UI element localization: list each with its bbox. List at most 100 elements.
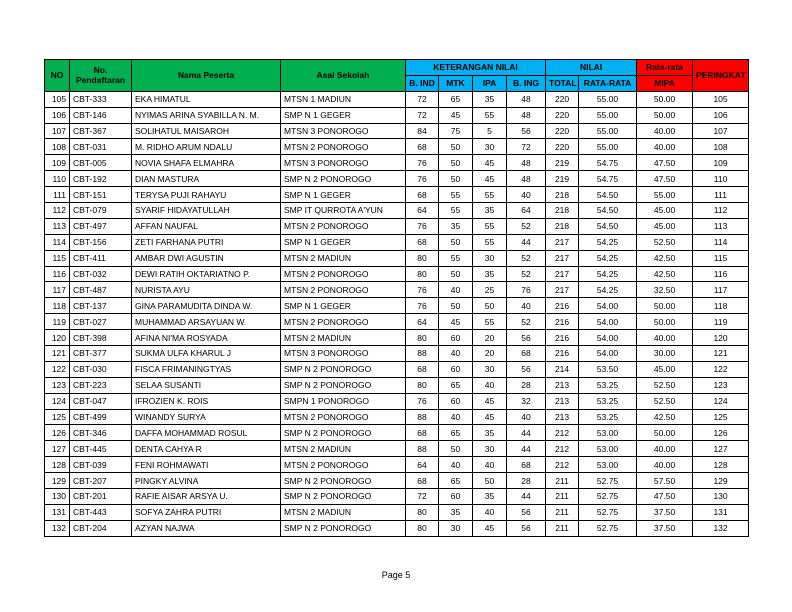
table-cell: 35: [438, 217, 473, 235]
table-row: 107 CBT-367 SOLIHATUL MAISAROH MTSN 3 PONOR…: [44, 122, 750, 140]
table-cell: 115: [692, 249, 750, 267]
table-cell: 68: [405, 424, 439, 442]
table-cell: SYARIF HIDAYATULLAH: [131, 202, 281, 219]
table-cell: 42.50: [636, 265, 694, 283]
table-cell: 52.50: [636, 233, 694, 251]
table-cell: 57.50: [636, 472, 694, 490]
table-cell: 56: [505, 519, 547, 537]
table-row: 131 CBT-443 SOFYA ZAHRA PUTRI MTSN 2 MADIUN…: [44, 503, 750, 521]
table-cell: 55: [472, 106, 507, 124]
table-cell: 119: [44, 313, 70, 331]
header-cell: Rata-rata: [636, 59, 694, 76]
table-cell: 105: [44, 90, 70, 108]
table-cell: 80: [405, 249, 439, 267]
table-cell: 121: [44, 345, 70, 362]
table-cell: 116: [44, 265, 70, 283]
table-cell: 53.25: [578, 408, 638, 426]
table-cell: 127: [44, 440, 70, 458]
table-cell: 126: [692, 424, 750, 442]
table-cell: 114: [44, 233, 70, 251]
table-cell: SMPN 1 PONOROGO: [280, 392, 406, 410]
table-cell: 53.25: [578, 392, 638, 410]
table-cell: 30: [438, 519, 473, 537]
table-cell: MTSN 2 PONOROGO: [280, 456, 406, 474]
table-cell: 40: [472, 503, 507, 521]
page-number: Page 5: [381, 570, 411, 580]
table-cell: 68: [505, 345, 547, 362]
table-cell: 55: [472, 186, 507, 204]
table-cell: 52: [505, 217, 547, 235]
header-cell: Asal Sekolah: [280, 59, 406, 92]
header-cell: KETERANGAN NILAI: [404, 59, 547, 76]
table-cell: 125: [44, 408, 70, 426]
table-cell: 54.25: [578, 281, 638, 299]
table-cell: 122: [44, 360, 70, 378]
table-row: 112 CBT-079 SYARIF HIDAYATULLAH SMP IT QURR…: [44, 202, 750, 219]
table-cell: ZETI FARHANA PUTRI: [131, 233, 281, 251]
table-row: 105 CBT-333 EKA HIMATUL MTSN 1 MADIUN 72 65 35…: [44, 90, 750, 108]
table-cell: 32: [505, 392, 547, 410]
table-cell: 40.00: [636, 138, 694, 156]
table-cell: 47.50: [636, 488, 694, 505]
table-cell: 55: [472, 233, 507, 251]
table-cell: 44: [505, 488, 547, 505]
table-cell: MUHAMMAD ARSAYUAN W.: [131, 313, 281, 331]
table-cell: 54.00: [578, 297, 638, 315]
table-cell: 55.00: [578, 106, 638, 124]
table-cell: 220: [545, 122, 580, 140]
table-cell: 40: [505, 408, 547, 426]
table-cell: 217: [545, 249, 580, 267]
table-cell: 48: [505, 170, 547, 188]
table-cell: CBT-398: [69, 329, 132, 347]
table-cell: 105: [692, 90, 750, 108]
table-cell: RAFIE AISAR ARSYA U.: [131, 488, 281, 505]
table-cell: SMP N 2 PONOROGO: [280, 488, 406, 505]
table-cell: 56: [505, 503, 547, 521]
table-cell: 214: [545, 360, 580, 378]
table-cell: 56: [505, 360, 547, 378]
table-cell: 40: [438, 456, 473, 474]
table-cell: 40: [472, 376, 507, 394]
table-cell: 108: [692, 138, 750, 156]
table-cell: 72: [405, 90, 439, 108]
table-cell: 64: [405, 456, 439, 474]
table-cell: 218: [545, 202, 580, 219]
table-cell: 216: [545, 297, 580, 315]
header-cell: PERINGKAT: [692, 59, 750, 92]
table-cell: 72: [505, 138, 547, 156]
table-cell: 35: [472, 488, 507, 505]
table-cell: 76: [505, 281, 547, 299]
table-cell: 45.00: [636, 202, 694, 219]
table-cell: 50.00: [636, 297, 694, 315]
table-row: 116 CBT-032 DEWI RATIH OKTARIATNO P. MTSN 2…: [44, 265, 750, 283]
table-cell: CBT-346: [69, 424, 132, 442]
table-cell: 125: [692, 408, 750, 426]
table-cell: MTSN 2 MADIUN: [280, 440, 406, 458]
table-cell: 52.75: [578, 488, 638, 505]
table-cell: SELAA SUSANTI: [131, 376, 281, 394]
table-cell: 40.00: [636, 440, 694, 458]
table-cell: 213: [545, 392, 580, 410]
table-cell: 120: [692, 329, 750, 347]
table-cell: 44: [505, 440, 547, 458]
table-cell: AMBAR DWI AGUSTIN: [131, 249, 281, 267]
table-cell: 30: [472, 440, 507, 458]
table-cell: 109: [692, 154, 750, 172]
table-row: 108 CBT-031 M. RIDHO ARUM NDALU MTSN 2 PONO…: [44, 138, 750, 156]
table-cell: 50: [438, 170, 473, 188]
table-cell: 129: [692, 472, 750, 490]
table-cell: FENI ROHMAWATI: [131, 456, 281, 474]
table-cell: SMP N 1 GEGER: [280, 186, 406, 204]
table-cell: 114: [692, 233, 750, 251]
table-cell: 52: [505, 313, 547, 331]
table-cell: 50.00: [636, 106, 694, 124]
table-cell: DIAN MASTURA: [131, 170, 281, 188]
table-cell: 115: [44, 249, 70, 267]
table-cell: CBT-204: [69, 519, 132, 537]
table-row: 124 CBT-047 IFROZIEN K. ROIS SMPN 1 PONOROG…: [44, 392, 750, 410]
table-cell: 120: [44, 329, 70, 347]
header-cell: No. Pendaftaran: [69, 59, 132, 92]
table-cell: 220: [545, 138, 580, 156]
table-cell: 131: [692, 503, 750, 521]
header-cell: B. ING: [505, 74, 547, 92]
